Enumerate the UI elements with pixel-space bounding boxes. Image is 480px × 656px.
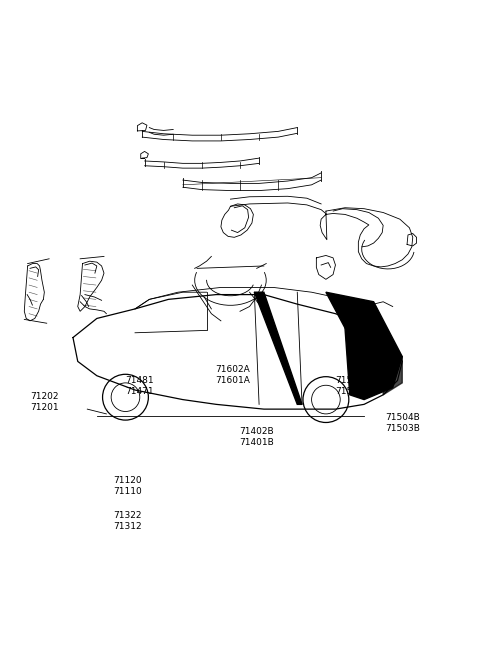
Text: 71481
71471: 71481 71471 (125, 376, 154, 396)
Text: 71585
71575: 71585 71575 (336, 376, 364, 396)
Polygon shape (254, 292, 302, 404)
Polygon shape (383, 342, 402, 395)
Text: 71602A
71601A: 71602A 71601A (216, 365, 250, 385)
Text: 71504B
71503B: 71504B 71503B (385, 413, 420, 434)
Text: 71202
71201: 71202 71201 (30, 392, 59, 412)
Text: 71120
71110: 71120 71110 (113, 476, 142, 497)
Text: 71322
71312: 71322 71312 (114, 511, 142, 531)
Text: 71402B
71401B: 71402B 71401B (240, 427, 274, 447)
Polygon shape (326, 292, 402, 400)
